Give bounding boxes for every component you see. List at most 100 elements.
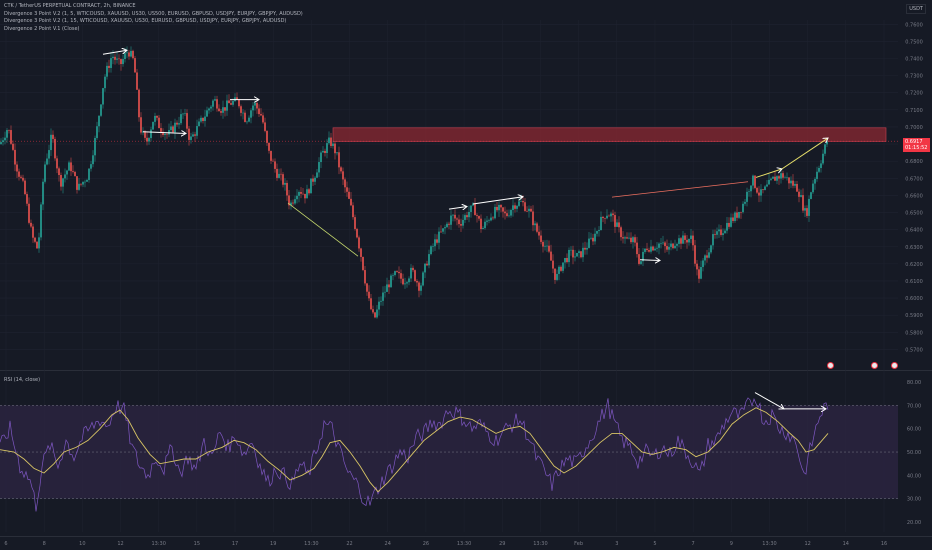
candle-body [186,113,188,129]
candle-body [784,177,786,179]
candle-body [678,238,680,244]
candle-body [516,205,518,209]
candle-body [664,242,666,247]
symbol-title[interactable]: CTK / TetherUS PERPETUAL CONTRACT, 2h, B… [4,3,136,9]
candle-body [606,215,608,219]
candle-body [48,150,50,159]
candle-body [266,130,268,143]
candle-body [328,137,330,144]
candle-body [76,176,78,190]
candle-body [362,256,364,271]
candle-body [132,50,134,59]
candle-body [228,100,230,104]
time-tick-label: 15 [194,541,200,547]
candle-body [326,143,328,154]
candle-body [558,266,560,274]
candle-body [272,160,274,162]
candle-body [12,143,14,150]
candle-body [202,117,204,122]
candle-body [826,141,828,145]
candle-body [552,260,554,269]
candle-body [324,150,326,154]
candle-body [490,217,492,221]
candle-body [584,247,586,250]
candle-body [298,192,300,196]
candle-body [336,152,338,154]
indicator-label[interactable]: Divergence 2 Point V.1 (Close) [4,25,80,32]
candle-body [52,134,54,139]
candle-body [686,239,688,243]
candle-body [414,270,416,281]
candle-body [148,138,150,142]
candle-body [296,195,298,200]
event-flag-icon[interactable] [891,362,898,369]
candle-body [130,50,132,57]
candle-body [212,100,214,107]
candle-body [592,237,594,242]
candle-body [440,231,442,233]
rsi-tick-label: 70.00 [907,403,921,409]
candle-body [618,222,620,228]
candle-body [270,150,272,161]
candle-body [536,223,538,232]
candle-body [344,179,346,188]
candle-body [150,129,152,139]
candle-body [392,275,394,276]
price-tick-label: 0.6800 [905,159,923,165]
candle-body [716,231,718,235]
time-tick-label: 12 [804,541,810,547]
candle-body [530,208,532,212]
candle-body [154,115,156,122]
candle-body [498,204,500,211]
candle-body [822,153,824,164]
time-axis[interactable]: 6 8 10 12 13:30 15 17 19 13:30 22 24 26 13:30 29 13:30… [4,541,887,547]
indicator-label[interactable]: Divergence 3 Point V.2 (1, 5, WTICOUSD, … [4,10,303,17]
candle-body [38,237,40,249]
candle-body [724,230,726,234]
candle-body [90,164,92,169]
price-tick-label: 0.7500 [905,39,923,45]
candle-body [152,121,154,130]
candle-body [238,99,240,107]
candle-body [208,108,210,111]
candle-body [550,251,552,261]
candle-body [112,56,114,59]
price-axis[interactable]: 0.7600 0.7500 0.7400 0.7300 0.7200 0.7100 0.70… [905,22,923,526]
candle-body [84,181,86,183]
candle-body [510,209,512,216]
candle-body [368,291,370,299]
candle-body [322,150,324,153]
time-tick-label: 13:30 [533,541,547,547]
candle-body [598,230,600,232]
candle-body [340,167,342,172]
divergence-arrow [639,260,660,261]
rsi-legend[interactable]: RSI (14, close) [4,377,41,383]
candle-body [28,203,30,223]
candle-body [630,237,632,243]
price-tick-label: 0.6300 [905,245,923,251]
candle-body [36,241,38,249]
candle-body [444,227,446,229]
event-flag-icon[interactable] [827,362,834,369]
candle-body [2,140,4,143]
candle-body [232,101,234,105]
candle-body [628,237,630,239]
candle-body [350,198,352,206]
candle-body [634,237,636,243]
event-flag-icon[interactable] [871,362,878,369]
indicator-label[interactable]: Divergence 3 Point V.2 (1, 15, WTICOUSD,… [4,18,287,24]
candle-body [818,168,820,172]
candle-body [40,204,42,238]
last-price: 0.6917 [905,139,923,145]
candle-body [200,117,202,122]
candle-body [376,309,378,318]
time-tick-label: 29 [499,541,505,547]
candle-body [748,191,750,192]
candle-body [374,312,376,318]
currency-label[interactable]: USDT [906,4,926,14]
candle-body [78,183,80,190]
candle-body [710,245,712,253]
price-tick-label: 0.6500 [905,211,923,217]
candle-body [538,231,540,236]
